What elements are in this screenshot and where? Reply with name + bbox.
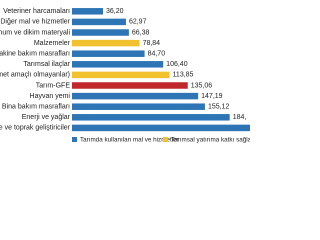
category-label: bre ve toprak geliştiriciler <box>0 125 71 132</box>
legend-label: Tarımda kullanılan mal ve hizmetler <box>80 137 179 144</box>
legend: Tarımda kullanılan mal ve hizmetlerTarım… <box>72 137 250 144</box>
value-label: 184, <box>233 114 247 121</box>
category-label: Makine bakım masrafları <box>0 51 70 58</box>
bar <box>72 39 140 47</box>
bar <box>72 103 205 110</box>
category-label: Bina bakım masrafları <box>2 104 70 111</box>
bar <box>72 50 145 57</box>
bar <box>72 61 164 68</box>
value-label: 113,85 <box>173 72 194 79</box>
chart: Veteriner harcamaları 36,20 Diğer mal ve h… <box>0 8 250 144</box>
category-label: amet amaçlı olmayanlar) <box>0 72 70 79</box>
bar <box>72 18 126 26</box>
category-label: Tohum ve dikim materyali <box>0 29 70 36</box>
value-label: 66,38 <box>132 29 150 36</box>
value-label: 147,19 <box>201 93 223 100</box>
legend-swatch <box>72 137 77 142</box>
legend-swatch <box>163 137 168 142</box>
value-label: 84,70 <box>148 51 166 58</box>
category-label: Malzemeler <box>34 40 71 47</box>
value-label: 106,40 <box>166 61 188 68</box>
bar <box>72 71 170 79</box>
value-label: 135,06 <box>191 82 213 89</box>
bar <box>72 92 199 100</box>
value-label: 36,20 <box>106 8 124 15</box>
bar <box>72 8 104 15</box>
category-label: Diğer mal ve hizmetler <box>0 19 70 26</box>
bar <box>72 114 230 121</box>
category-label: Veteriner harcamaları <box>3 8 70 15</box>
value-label: 155,12 <box>208 104 230 111</box>
category-label: Enerji ve yağlar <box>22 114 71 121</box>
bar <box>72 82 188 89</box>
plot-area: Veteriner harcamaları 36,20 Diğer mal ve h… <box>0 8 250 132</box>
category-label: Hayvan yemi <box>30 93 71 100</box>
legend-label: Tarımsal yatırıma katkı sağlayan mal <box>171 137 250 144</box>
category-label: Tarım-GFE <box>36 82 71 89</box>
value-label: 78,84 <box>143 40 161 47</box>
bar <box>72 124 250 132</box>
value-label: 62,97 <box>129 19 147 26</box>
bar <box>72 29 129 36</box>
category-label: Tarımsal ilaçlar <box>23 61 70 68</box>
